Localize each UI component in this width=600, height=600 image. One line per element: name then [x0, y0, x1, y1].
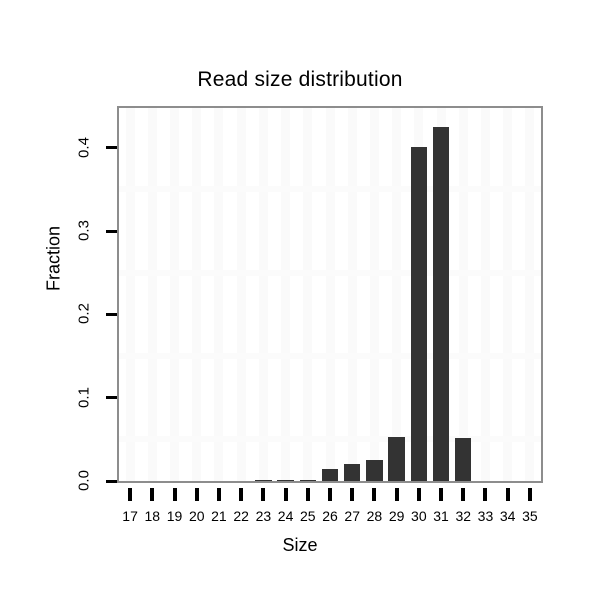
vertical-gridline	[503, 108, 513, 481]
bar	[410, 146, 428, 481]
x-tick-label: 19	[166, 508, 183, 524]
vertical-gridline	[236, 108, 246, 481]
horizontal-gridline	[119, 186, 541, 193]
x-tick-mark	[372, 488, 377, 501]
x-tick-mark	[172, 488, 177, 501]
x-tick-mark	[527, 488, 532, 501]
chart-title: Read size distribution	[197, 68, 403, 91]
vertical-gridline	[525, 108, 535, 481]
x-axis-label: Size	[282, 535, 318, 555]
vertical-gridline	[392, 108, 402, 481]
x-tick-label: 24	[277, 508, 294, 524]
y-tick-label: 0.1	[75, 386, 93, 408]
x-tick-mark	[261, 488, 266, 501]
bar	[455, 437, 472, 481]
vertical-gridline	[303, 108, 313, 481]
vertical-gridline	[325, 108, 335, 481]
x-tick-label: 22	[233, 508, 249, 524]
x-tick-mark	[483, 488, 488, 501]
vertical-gridline	[281, 108, 291, 481]
x-tick-mark	[416, 488, 421, 501]
x-tick-mark	[328, 488, 332, 501]
vertical-gridline	[192, 108, 202, 481]
vertical-gridline	[369, 108, 379, 481]
x-tick-label: 30	[411, 508, 427, 524]
y-tick-label: 0.2	[75, 303, 93, 325]
bar	[299, 480, 316, 481]
x-tick-label: 25	[299, 508, 316, 524]
y-tick-mark	[106, 479, 117, 483]
bar	[277, 480, 294, 481]
y-axis-label: Fraction	[43, 225, 64, 292]
vertical-gridline	[480, 108, 490, 481]
vertical-gridline	[170, 108, 180, 481]
bar	[432, 127, 450, 481]
x-tick-mark	[128, 488, 133, 501]
x-tick-label: 32	[455, 508, 472, 524]
y-tick-mark	[106, 146, 117, 150]
x-tick-label: 26	[322, 508, 338, 524]
x-tick-mark	[505, 488, 510, 501]
bar	[366, 460, 383, 481]
vertical-gridline	[458, 108, 468, 481]
x-tick-label: 20	[188, 508, 205, 524]
x-tick-label: 27	[344, 508, 360, 524]
horizontal-gridline	[119, 436, 541, 443]
x-tick-mark	[394, 488, 399, 501]
x-tick-mark	[283, 488, 288, 501]
vertical-gridline	[147, 108, 157, 481]
y-tick-label: 0.3	[75, 220, 93, 242]
x-tick-label: 18	[144, 508, 161, 524]
horizontal-gridline	[119, 269, 541, 276]
vertical-gridline	[125, 108, 135, 481]
x-tick-mark	[216, 488, 221, 501]
vertical-gridline	[347, 108, 357, 481]
x-tick-mark	[305, 488, 310, 501]
x-tick-label: 33	[477, 508, 494, 524]
bar	[343, 463, 361, 481]
x-tick-mark	[439, 488, 444, 501]
horizontal-gridline	[119, 353, 541, 360]
x-tick-mark	[350, 488, 355, 501]
x-tick-label: 23	[255, 508, 272, 524]
x-tick-label: 28	[366, 508, 383, 524]
x-tick-label: 29	[388, 508, 405, 524]
y-tick-mark	[106, 396, 117, 400]
bar	[321, 468, 339, 481]
x-tick-label: 34	[499, 508, 516, 524]
x-tick-label: 35	[522, 508, 538, 524]
y-tick-label: 0.4	[75, 136, 93, 158]
y-tick-mark	[106, 312, 117, 316]
bar	[255, 480, 272, 481]
plot-panel	[117, 106, 543, 483]
vertical-gridline	[214, 108, 224, 481]
x-tick-mark	[150, 488, 155, 501]
x-tick-mark	[194, 488, 199, 501]
x-tick-label: 21	[211, 508, 227, 524]
vertical-gridline	[258, 108, 268, 481]
plot-area	[119, 108, 541, 481]
x-tick-mark	[239, 488, 244, 501]
x-tick-label: 31	[433, 508, 449, 524]
y-tick-mark	[106, 229, 117, 233]
y-tick-label: 0.0	[75, 470, 93, 491]
x-tick-mark	[461, 488, 466, 501]
bar	[388, 436, 405, 481]
x-tick-label: 17	[122, 508, 138, 524]
